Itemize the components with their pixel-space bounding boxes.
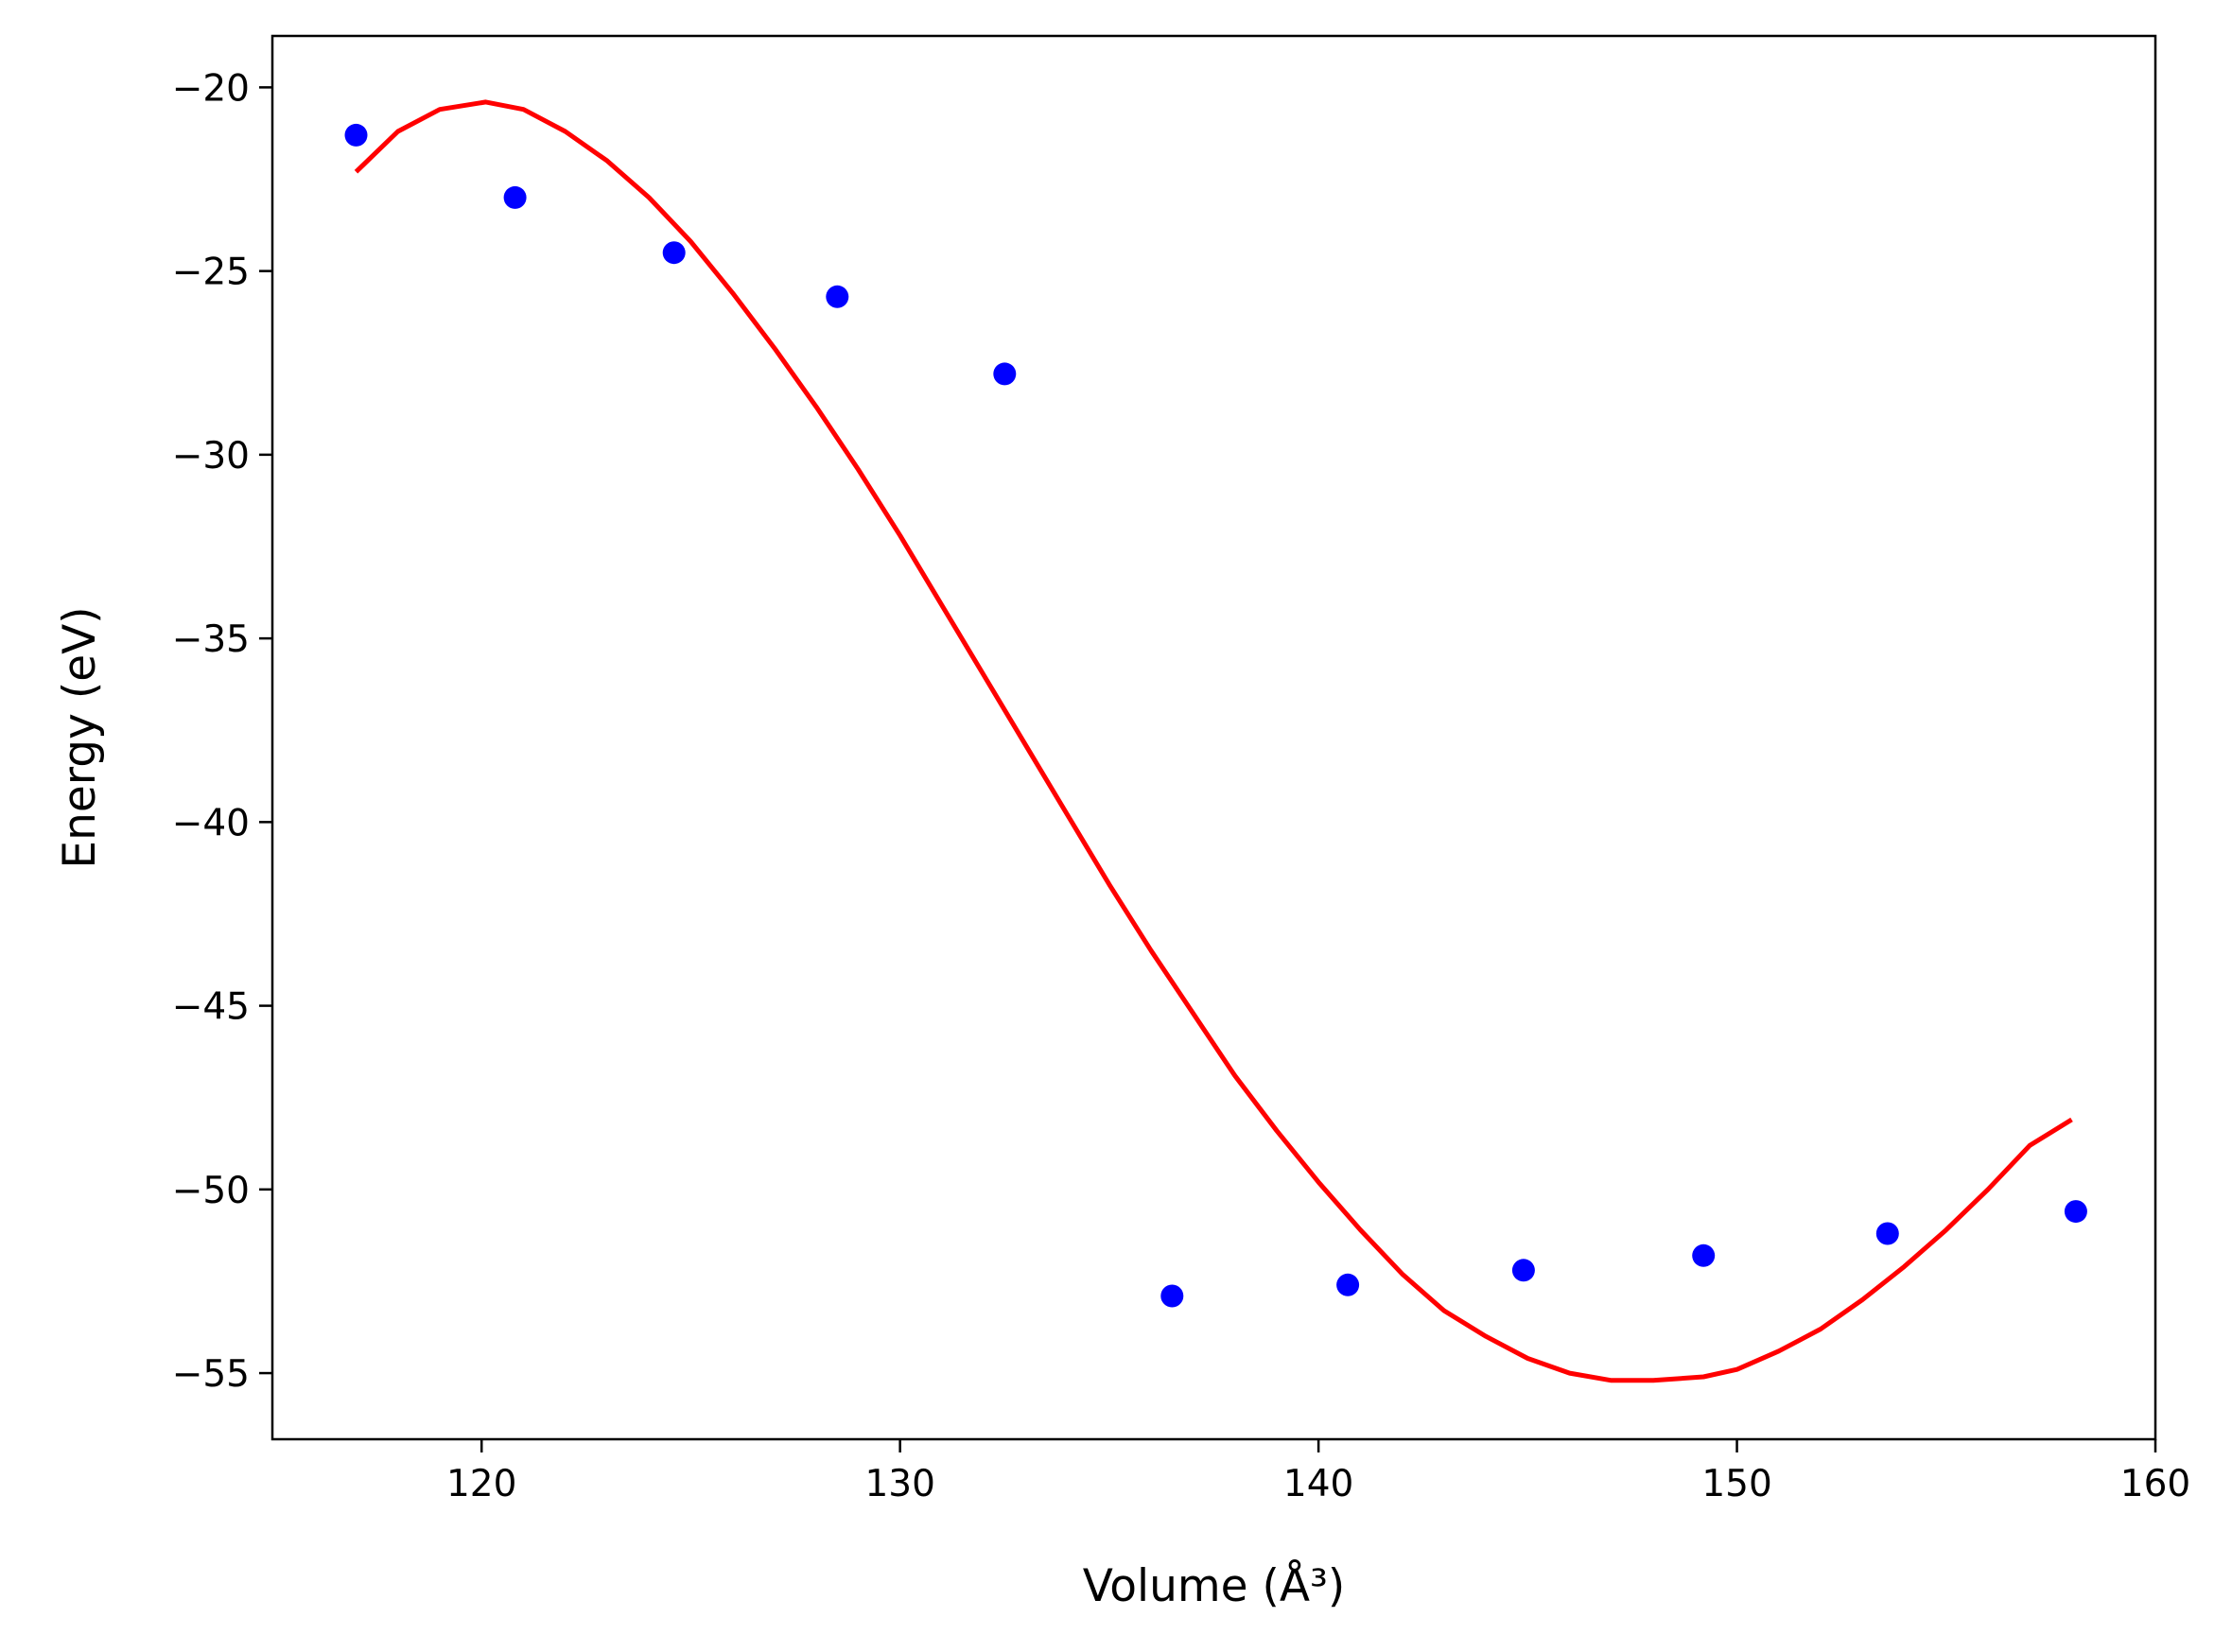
y-tick-label: −25 xyxy=(172,252,250,294)
y-tick-label: −35 xyxy=(172,618,250,661)
x-tick-label: 140 xyxy=(1283,1463,1353,1505)
plot-marks xyxy=(344,99,2087,1383)
data-point xyxy=(1160,1284,1184,1308)
x-tick-label: 120 xyxy=(446,1463,516,1505)
y-axis-label: Energy (eV) xyxy=(54,606,106,868)
y-tick-label: −50 xyxy=(172,1170,250,1212)
x-tick-label: 130 xyxy=(864,1463,934,1505)
x-axis-ticks: 120 130 140 150 160 xyxy=(446,1439,2190,1505)
data-point xyxy=(503,185,527,209)
data-point xyxy=(1336,1273,1360,1296)
x-axis-label: Volume (Å³) xyxy=(1083,1560,1345,1612)
y-tick-label: −30 xyxy=(172,435,250,478)
x-tick-label: 160 xyxy=(2120,1463,2190,1505)
data-point xyxy=(662,241,686,265)
fit-curve-line xyxy=(354,99,2073,1383)
data-point xyxy=(2064,1200,2087,1224)
data-point xyxy=(1511,1259,1535,1282)
y-tick-label: −20 xyxy=(172,67,250,110)
x-tick-label: 150 xyxy=(1701,1463,1771,1505)
data-point xyxy=(993,362,1017,386)
y-tick-label: −55 xyxy=(172,1353,250,1396)
data-point xyxy=(1875,1222,1899,1245)
y-tick-label: −40 xyxy=(172,802,250,844)
y-tick-label: −45 xyxy=(172,986,250,1029)
data-point xyxy=(1692,1243,1716,1267)
plot-frame xyxy=(270,34,2157,1441)
data-point xyxy=(826,285,849,308)
data-point xyxy=(344,123,368,147)
y-axis-ticks: −20 −25 −30 −35 −40 −45 −50 −55 xyxy=(172,67,272,1396)
